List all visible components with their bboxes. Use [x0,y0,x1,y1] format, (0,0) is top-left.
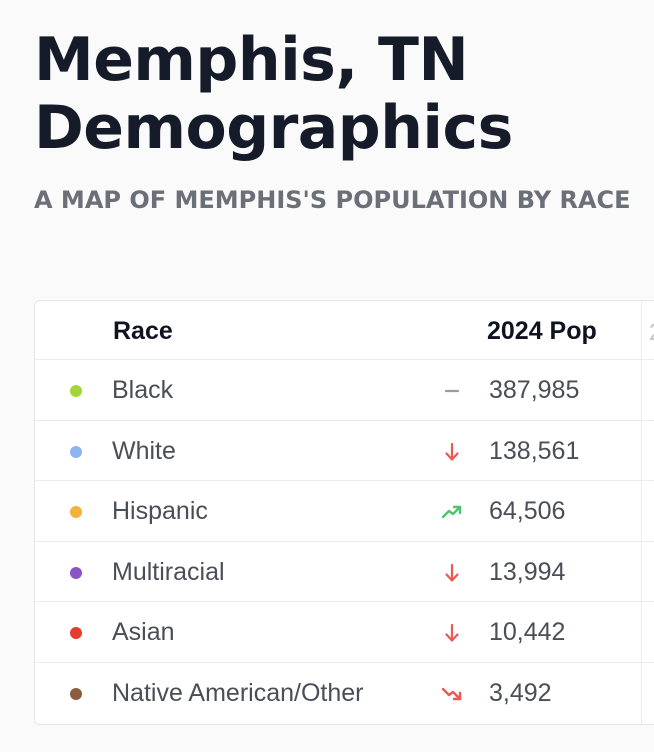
race-label: Asian [112,618,175,646]
page-subtitle: A map of Memphis's population by race [34,186,631,214]
race-color-dot [70,385,82,397]
race-color-dot [70,445,82,458]
table-row[interactable]: White 138,561 [35,421,654,481]
race-label: Native American/Other [112,678,364,707]
population-value: 3,492 [489,678,552,707]
population-value: 13,994 [489,557,566,586]
population-value: 64,506 [489,497,566,525]
table-row[interactable]: Asian 10,442 [35,602,654,663]
column-divider [641,301,642,724]
population-value: 387,985 [489,376,580,404]
race-column-header[interactable]: Race [113,317,173,345]
pop-column-header[interactable]: 2024 Pop [487,317,597,345]
race-color-dot [70,687,82,700]
page-header: Memphis, TN Demographics A map of Memphi… [34,26,634,215]
page-title: Memphis, TN Demographics [34,25,513,163]
race-label: Multiracial [112,557,225,586]
table-row[interactable]: Hispanic 64,506 [35,481,654,542]
trend-up-strong-icon [441,501,463,523]
trend-down-icon [441,622,463,644]
race-color-dot [70,506,82,518]
trend-down-icon [441,441,463,463]
trend-down-icon [441,562,463,584]
demographics-table: Race 2024 Pop 2 Black 387,985 White 138,561… [34,300,654,725]
race-label: White [112,436,176,465]
trend-flat-icon [441,380,463,402]
next-column-header-clipped: 2 [649,319,654,347]
trend-down-strong-icon [441,683,463,705]
table-row[interactable]: Multiracial 13,994 [35,542,654,602]
race-label: Hispanic [112,497,208,525]
table-row[interactable]: Black 387,985 [35,360,654,421]
race-color-dot [70,566,82,579]
population-value: 138,561 [489,436,580,465]
table-row[interactable]: Native American/Other 3,492 [35,663,654,724]
table-body: Black 387,985 White 138,561 Hispanic 64,506 Mu… [35,360,654,723]
race-label: Black [112,376,174,404]
race-color-dot [70,627,82,639]
table-header-row: Race 2024 Pop 2 [35,301,654,360]
population-value: 10,442 [489,618,566,646]
